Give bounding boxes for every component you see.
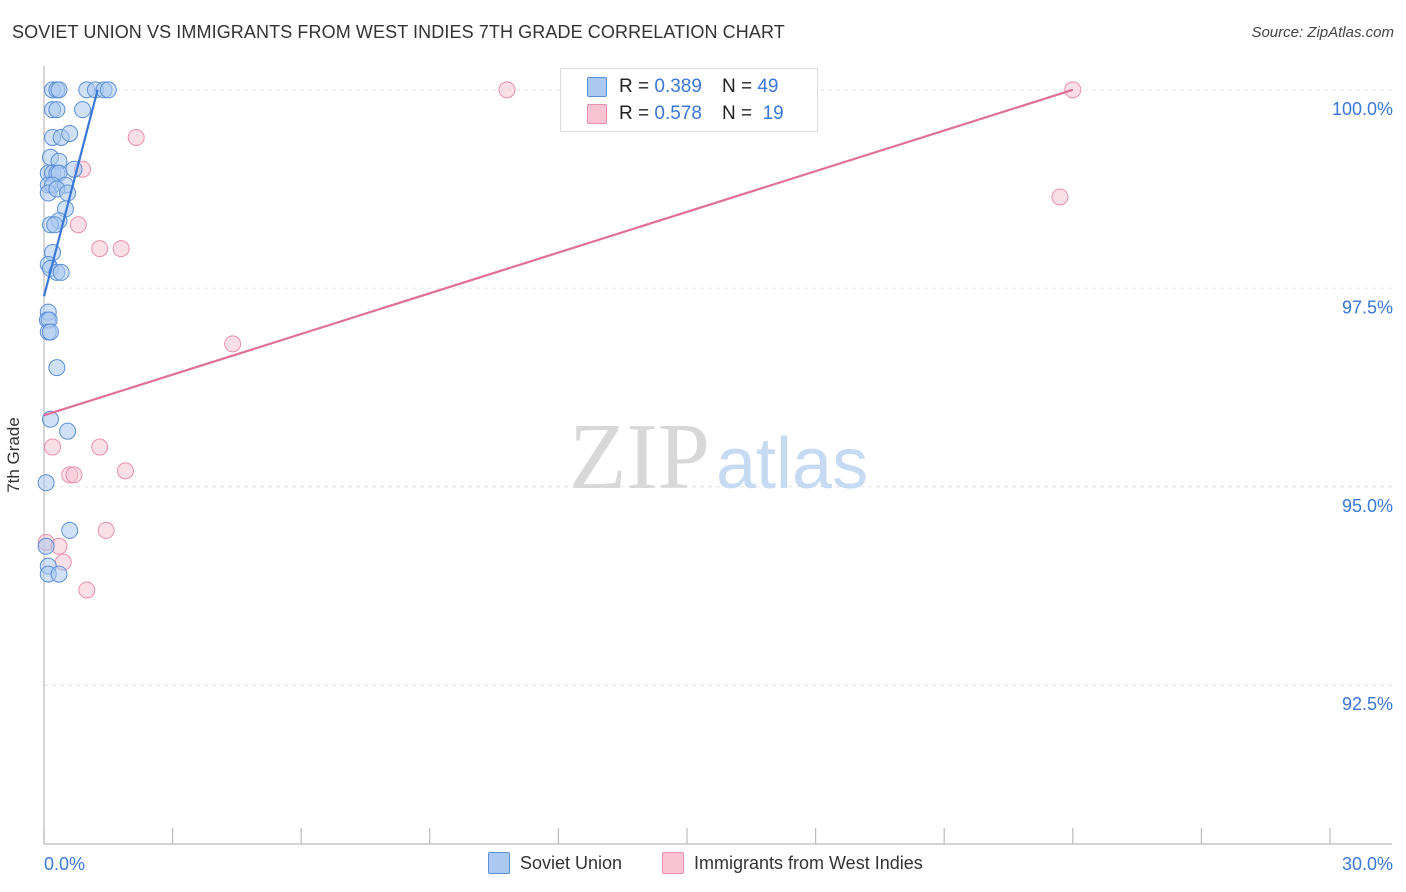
bottom-legend-swatch-blue [488, 852, 510, 874]
trend-line-west-indies [43, 88, 1074, 417]
legend-swatch-blue [587, 77, 607, 97]
y-axis-label-wrap: 7th Grade [4, 417, 24, 493]
n-value: 19 [762, 103, 784, 124]
y-tick-label: 100.0% [1332, 99, 1393, 119]
stats-legend-row-soviet-union: R = 0.389 N = 49 [587, 74, 778, 100]
bottom-legend-label: Immigrants from West Indies [694, 852, 923, 873]
n-label: N = [721, 103, 753, 124]
data-point [37, 537, 55, 555]
data-point [52, 263, 70, 281]
data-point [78, 581, 96, 599]
r-label: R = [619, 76, 650, 97]
data-point [59, 422, 77, 440]
stats-legend: R = 0.389 N = 49 R = 0.578 N = 19 [560, 68, 818, 132]
stats-legend-row-west-indies: R = 0.578 N = 19 [587, 101, 784, 127]
r-label: R = [619, 103, 650, 124]
data-point [48, 359, 66, 377]
y-tick-labels: 92.5% 95.0% 97.5% 100.0% [1332, 99, 1393, 714]
y-tick-label: 92.5% [1342, 694, 1393, 714]
watermark-zip: ZIP [569, 405, 710, 509]
series-immigrants-from-west-indies [37, 81, 1082, 599]
data-point [127, 128, 145, 146]
data-point [65, 466, 83, 484]
data-point [44, 438, 62, 456]
series-soviet-union [37, 81, 117, 583]
data-point [498, 81, 516, 99]
grid-lines [44, 89, 1392, 686]
data-point [91, 240, 109, 258]
data-point [41, 323, 59, 341]
data-point [112, 240, 130, 258]
watermark: ZIP atlas [569, 405, 868, 509]
x-tick-label: 0.0% [44, 854, 85, 874]
y-tick-label: 95.0% [1342, 496, 1393, 516]
r-value: 0.389 [654, 76, 702, 97]
axes [43, 66, 1392, 845]
data-point [116, 462, 134, 480]
data-point [48, 101, 66, 119]
data-point [99, 81, 117, 99]
trend-line-soviet-union [42, 89, 99, 297]
data-point [61, 124, 79, 142]
bottom-legend-swatch-pink [662, 852, 684, 874]
bottom-legend-label: Soviet Union [520, 852, 623, 873]
bottom-legend-west-indies: Immigrants from West Indies [662, 852, 923, 874]
data-point [69, 216, 87, 234]
x-tick-label: 30.0% [1342, 854, 1393, 874]
data-point [50, 565, 68, 583]
data-point [74, 101, 92, 119]
y-axis-label: 7th Grade [4, 417, 23, 493]
y-tick-label: 97.5% [1342, 297, 1393, 317]
data-point [65, 160, 83, 178]
r-value: 0.578 [654, 103, 702, 124]
data-point [50, 81, 68, 99]
data-point [61, 521, 79, 539]
n-label: N = [721, 76, 753, 97]
chart-title: SOVIET UNION VS IMMIGRANTS FROM WEST IND… [12, 22, 785, 42]
bottom-legend-soviet-union: Soviet Union [488, 852, 622, 874]
x-tick-labels: 0.0% 30.0% [44, 854, 1393, 874]
trend-lines [42, 88, 1074, 417]
data-point [97, 521, 115, 539]
data-point [1051, 188, 1069, 206]
data-point [224, 335, 242, 353]
watermark-atlas: atlas [716, 424, 868, 504]
data-point [37, 474, 55, 492]
n-value: 49 [757, 76, 779, 97]
data-point [91, 438, 109, 456]
source-label: Source: ZipAtlas.com [1251, 24, 1394, 41]
legend-swatch-pink [587, 104, 607, 124]
